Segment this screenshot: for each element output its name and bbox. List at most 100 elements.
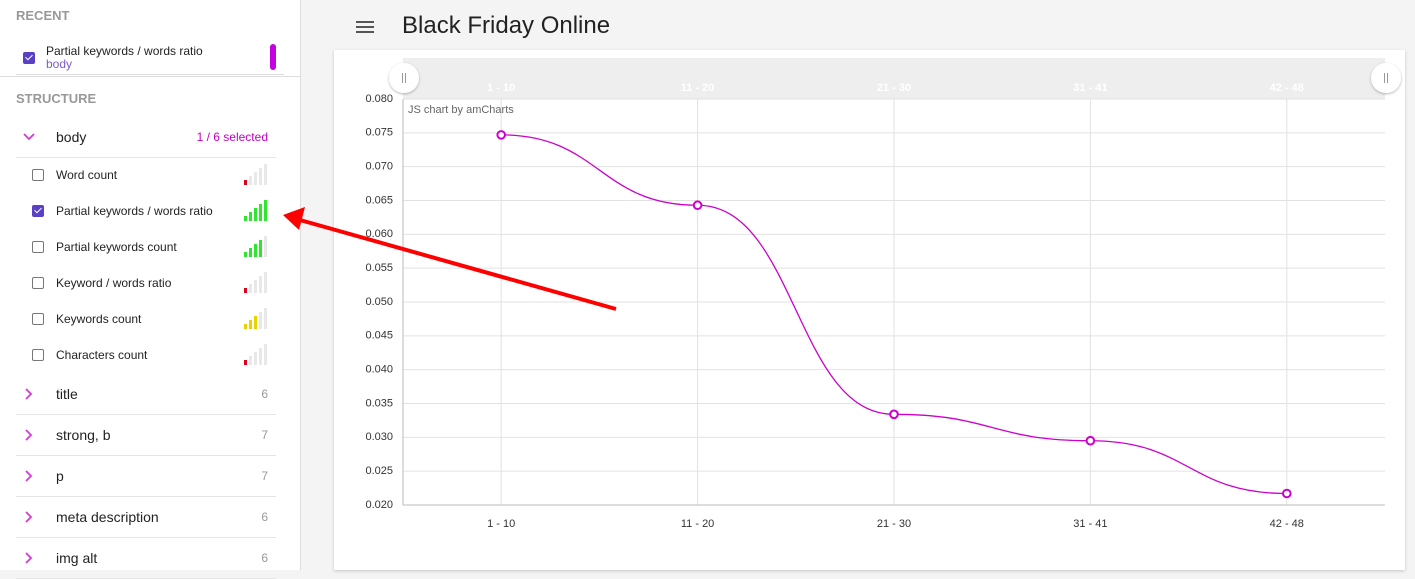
- item-label[interactable]: Characters count: [56, 348, 148, 362]
- strength-bar: [259, 312, 262, 329]
- scrollbar-handle[interactable]: [389, 63, 419, 93]
- strength-bar: [264, 272, 267, 293]
- sidebar: RECENT Partial keywords / words ratio body…: [0, 0, 301, 579]
- checkbox[interactable]: [32, 241, 44, 253]
- group-count: 6: [261, 387, 268, 401]
- strength-bar: [254, 352, 257, 365]
- divider: [16, 537, 276, 538]
- group-name[interactable]: title: [56, 386, 78, 402]
- strength-bar: [254, 172, 257, 185]
- menu-button[interactable]: [355, 18, 375, 36]
- section-heading: STRUCTURE: [16, 91, 97, 106]
- expand-icon[interactable]: [22, 387, 36, 401]
- expand-icon[interactable]: [22, 469, 36, 483]
- checkbox[interactable]: [32, 313, 44, 325]
- y-tick-label: 0.070: [365, 161, 393, 173]
- scrollbar-label: 11 - 20: [681, 82, 715, 94]
- recent-label: Partial keywords / words ratio: [46, 44, 203, 58]
- data-point: [889, 409, 899, 420]
- y-tick-label: 0.065: [365, 194, 393, 206]
- strength-indicator: [244, 235, 270, 257]
- y-tick-label: 0.050: [365, 296, 393, 308]
- strength-bar: [244, 324, 247, 329]
- y-tick-label: 0.045: [365, 330, 393, 342]
- y-tick-label: 0.020: [365, 499, 393, 511]
- group-name[interactable]: p: [56, 468, 64, 484]
- group-summary: 1 / 6 selected: [196, 130, 268, 144]
- data-point: [1282, 488, 1292, 499]
- y-tick-label: 0.055: [365, 262, 393, 274]
- group-count: 7: [261, 469, 268, 483]
- scrollbar-label: 1 - 10: [487, 82, 515, 94]
- series-line: [501, 134, 1287, 495]
- strength-indicator: [244, 307, 270, 329]
- strength-bar: [259, 240, 262, 257]
- item-label[interactable]: Keyword / words ratio: [56, 276, 172, 290]
- data-point: [692, 200, 703, 211]
- x-tick-label: 11 - 20: [681, 518, 714, 530]
- x-tick-label: 1 - 10: [487, 518, 515, 530]
- strength-bar: [259, 348, 262, 365]
- strength-bar: [244, 180, 247, 185]
- strength-bar: [249, 284, 252, 293]
- group-count: 7: [261, 428, 268, 442]
- strength-bar: [244, 360, 247, 365]
- strength-bar: [264, 164, 267, 185]
- checkbox[interactable]: [23, 52, 35, 64]
- group-name[interactable]: img alt: [56, 550, 98, 566]
- checkbox[interactable]: [32, 277, 44, 289]
- scrollbar-label: 21 - 30: [877, 82, 911, 94]
- expand-icon[interactable]: [22, 551, 36, 565]
- chart-credit: JS chart by amCharts: [408, 104, 514, 116]
- group-count: 6: [261, 510, 268, 524]
- y-tick-label: 0.075: [365, 127, 393, 139]
- data-point: [1085, 435, 1096, 446]
- group-count: 6: [261, 551, 268, 565]
- strength-bar: [244, 216, 247, 221]
- item-label[interactable]: Partial keywords / words ratio: [56, 204, 213, 218]
- expand-icon[interactable]: [22, 428, 36, 442]
- divider: [16, 455, 276, 456]
- expand-icon[interactable]: [22, 130, 36, 144]
- item-label[interactable]: Keywords count: [56, 312, 142, 326]
- divider: [0, 76, 300, 77]
- scrollbar-handle[interactable]: [1371, 63, 1401, 93]
- scrollbar-label: 42 - 48: [1270, 82, 1304, 94]
- item-label[interactable]: Partial keywords count: [56, 240, 177, 254]
- checkbox[interactable]: [32, 169, 44, 181]
- strength-bar: [264, 236, 267, 257]
- strength-bar: [249, 176, 252, 185]
- checkbox[interactable]: [32, 205, 44, 217]
- recent-indicator: [270, 44, 276, 70]
- x-tick-label: 21 - 30: [877, 518, 911, 530]
- y-tick-label: 0.030: [365, 431, 393, 443]
- strength-bar: [264, 344, 267, 365]
- strength-bar: [244, 288, 247, 293]
- strength-bar: [249, 212, 252, 221]
- page-title: Black Friday Online: [402, 12, 611, 39]
- group-name[interactable]: meta description: [56, 509, 159, 525]
- strength-indicator: [244, 163, 270, 185]
- group-name[interactable]: strong, b: [56, 427, 111, 443]
- item-label[interactable]: Word count: [56, 168, 118, 182]
- strength-bar: [264, 308, 267, 329]
- divider: [16, 414, 276, 415]
- strength-bar: [259, 168, 262, 185]
- strength-indicator: [244, 271, 270, 293]
- strength-bar: [259, 276, 262, 293]
- scrollbar: [403, 58, 1385, 99]
- strength-indicator: [244, 343, 270, 365]
- group-name[interactable]: body: [56, 129, 87, 145]
- divider: [16, 74, 284, 75]
- divider: [16, 496, 276, 497]
- recent-context: body: [46, 57, 73, 71]
- x-tick-label: 31 - 41: [1073, 518, 1107, 530]
- scrollbar-label: 31 - 41: [1073, 82, 1107, 94]
- checkbox[interactable]: [32, 349, 44, 361]
- strength-bar: [254, 244, 257, 257]
- strength-bar: [254, 316, 257, 329]
- expand-icon[interactable]: [22, 510, 36, 524]
- strength-indicator: [244, 199, 270, 221]
